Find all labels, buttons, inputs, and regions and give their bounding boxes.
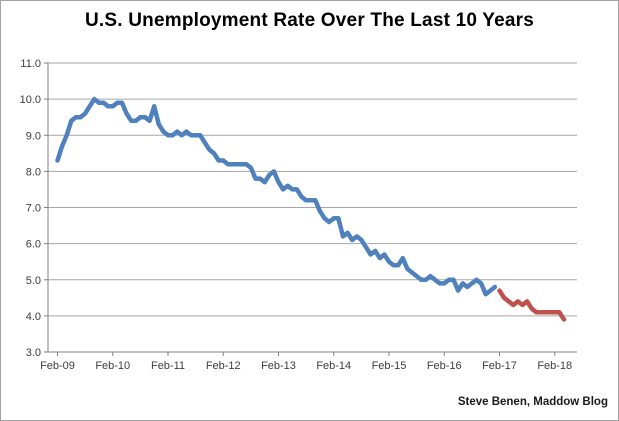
y-axis-label: 5.0 xyxy=(26,275,41,287)
series-line-recent xyxy=(497,288,567,322)
chart-title: U.S. Unemployment Rate Over The Last 10 … xyxy=(85,10,534,31)
x-axis-label: Feb-13 xyxy=(261,360,296,372)
y-axis-label: 6.0 xyxy=(26,239,41,251)
x-axis-label: Feb-09 xyxy=(40,360,75,372)
y-axis-label: 7.0 xyxy=(26,203,41,215)
x-axis-label: Feb-12 xyxy=(206,360,241,372)
y-axis-label: 9.0 xyxy=(26,130,41,142)
x-axis-label: Feb-14 xyxy=(316,360,351,372)
y-axis-label: 8.0 xyxy=(26,166,41,178)
x-axis-label: Feb-15 xyxy=(372,360,407,372)
x-axis-label: Feb-11 xyxy=(151,360,185,372)
y-axis-label: 11.0 xyxy=(20,58,41,70)
x-axis-label: Feb-16 xyxy=(427,360,462,372)
x-axis-label: Feb-18 xyxy=(537,360,572,372)
y-axis-label: 4.0 xyxy=(26,311,41,323)
credit-text: Steve Benen, Maddow Blog xyxy=(457,396,608,408)
y-axis-label: 3.0 xyxy=(26,347,41,359)
x-axis-label: Feb-10 xyxy=(95,360,130,372)
x-axis-label: Feb-17 xyxy=(482,360,517,372)
series-line-main xyxy=(55,96,498,297)
y-axis-label: 10.0 xyxy=(20,94,41,106)
